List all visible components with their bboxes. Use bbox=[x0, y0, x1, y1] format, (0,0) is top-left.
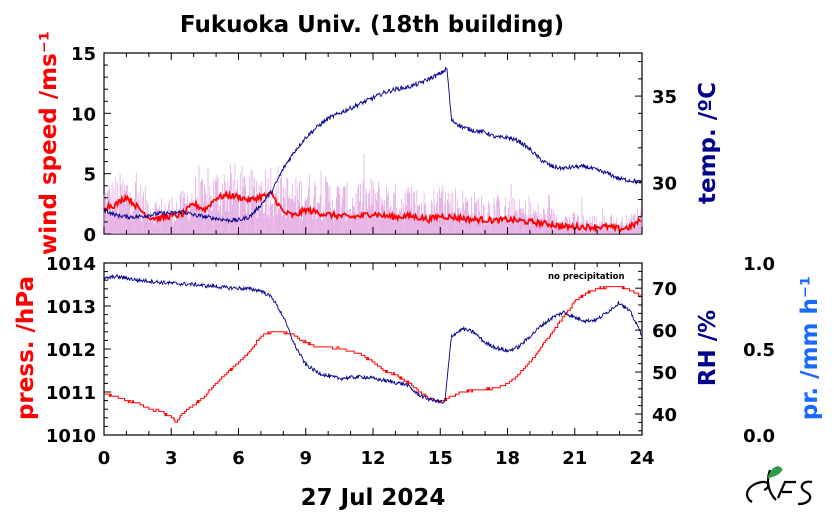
precip-tick-label: 0.5 bbox=[743, 340, 775, 361]
x-tick-label: 18 bbox=[495, 448, 520, 469]
temp-tick-label: 35 bbox=[652, 87, 677, 108]
wind-mean-series bbox=[103, 189, 642, 234]
axis-ticks: 0 3 6 9 12 15 18 21 24 0 5 10 15 30 35 1010 1011 1012 1013… bbox=[46, 44, 775, 469]
date-label: 27 Jul 2024 bbox=[301, 485, 446, 511]
temp-tick-label: 30 bbox=[652, 173, 677, 194]
temp-axis-label: temp. /ºC bbox=[695, 82, 721, 204]
pressure-series bbox=[104, 286, 642, 423]
pressure-tick-label: 1013 bbox=[46, 297, 96, 318]
wind-tick-label: 5 bbox=[83, 165, 96, 186]
top-panel-plot bbox=[103, 66, 643, 234]
pressure-tick-label: 1011 bbox=[46, 383, 96, 404]
x-tick-label: 21 bbox=[562, 448, 587, 469]
pressure-tick-label: 1010 bbox=[46, 426, 96, 447]
university-logo bbox=[745, 466, 813, 506]
precip-axis-label: pr. /mm h⁻¹ bbox=[797, 276, 823, 420]
x-tick-label: 6 bbox=[232, 448, 245, 469]
pressure-tick-label: 1012 bbox=[46, 340, 96, 361]
bottom-panel-frame bbox=[103, 262, 643, 436]
rh-tick-label: 40 bbox=[652, 405, 677, 426]
wind-tick-label: 10 bbox=[71, 104, 96, 125]
rh-tick-label: 60 bbox=[652, 321, 677, 342]
pressure-tick-label: 1014 bbox=[46, 254, 96, 275]
rh-tick-label: 50 bbox=[652, 363, 677, 384]
bottom-panel-plot bbox=[103, 273, 642, 423]
temperature-series bbox=[103, 66, 642, 224]
pressure-axis-label: press. /hPa bbox=[13, 276, 39, 420]
x-tick-label: 12 bbox=[360, 448, 385, 469]
x-tick-label: 24 bbox=[629, 448, 654, 469]
wind-tick-label: 0 bbox=[83, 225, 96, 246]
wind-tick-label: 15 bbox=[71, 44, 96, 65]
humidity-series bbox=[103, 273, 642, 404]
x-tick-label: 3 bbox=[165, 448, 178, 469]
precip-note: no precipitation bbox=[548, 272, 625, 282]
chart-title: Fukuoka Univ. (18th building) bbox=[180, 12, 564, 38]
precip-tick-label: 0.0 bbox=[743, 426, 775, 447]
rh-axis-label: RH /% bbox=[695, 310, 721, 386]
x-tick-label: 0 bbox=[98, 448, 111, 469]
precip-tick-label: 1.0 bbox=[743, 254, 775, 275]
wind-raw-series bbox=[103, 153, 643, 234]
wind-axis-label: wind speed /ms⁻¹ bbox=[36, 31, 62, 255]
x-tick-label: 9 bbox=[299, 448, 312, 469]
x-tick-label: 15 bbox=[428, 448, 453, 469]
rh-tick-label: 70 bbox=[652, 279, 677, 300]
